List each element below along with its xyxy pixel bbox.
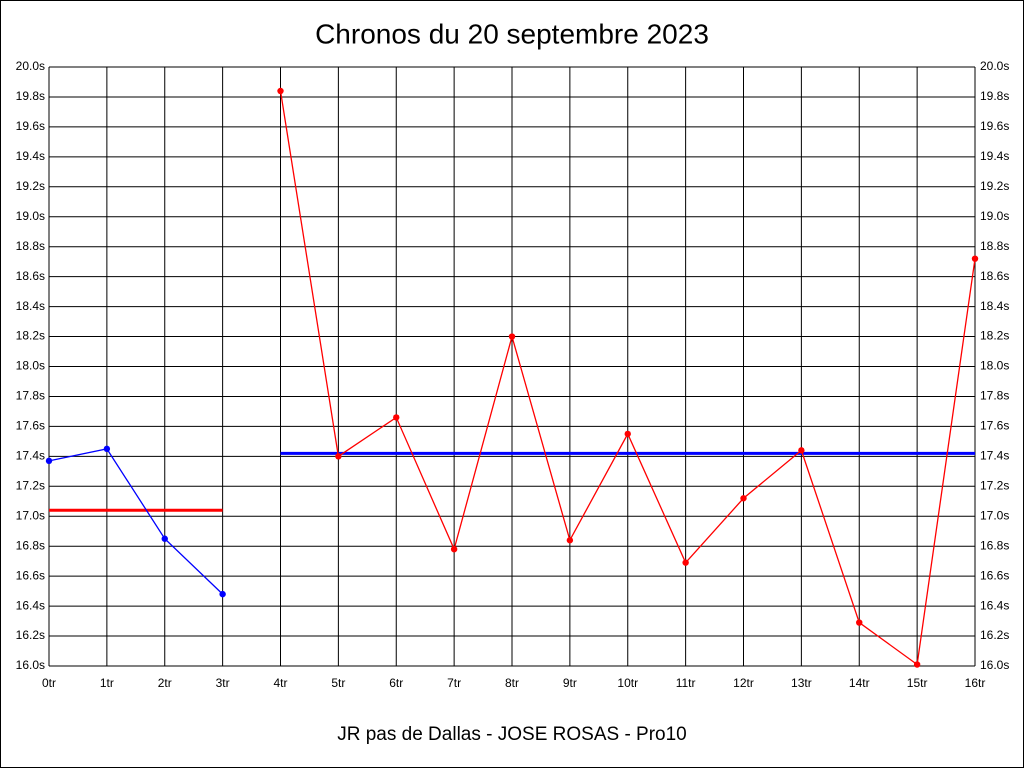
y2-tick-label: 18.2s — [980, 329, 1009, 343]
data-point — [450, 545, 458, 553]
data-point — [508, 333, 516, 340]
data-point — [566, 537, 574, 544]
y2-tick-label: 17.0s — [980, 508, 1009, 522]
y2-tick-label: 19.0s — [980, 209, 1009, 223]
y-tick-label: 18.6s — [16, 269, 45, 283]
y-tick-label: 18.2s — [16, 329, 45, 343]
x-tick-label: 7tr — [447, 676, 461, 690]
data-point — [624, 430, 631, 438]
x-tick-label: 2tr — [158, 676, 172, 690]
data-point — [682, 559, 689, 566]
y-tick-label: 17.4s — [16, 449, 45, 463]
y2-tick-label: 16.4s — [980, 598, 1009, 612]
data-point — [219, 590, 226, 598]
y2-tick-label: 18.8s — [980, 239, 1009, 253]
y-tick-label: 19.8s — [16, 89, 45, 103]
y-tick-label: 19.4s — [16, 149, 45, 163]
data-point — [798, 447, 805, 454]
y2-tick-label: 18.4s — [980, 299, 1009, 313]
y-tick-label: 18.0s — [16, 359, 45, 373]
x-tick-label: 3tr — [216, 676, 230, 690]
y2-tick-label: 16.0s — [980, 658, 1009, 672]
y2-tick-label: 17.6s — [980, 419, 1009, 433]
data-point — [45, 457, 53, 465]
y2-tick-label: 17.4s — [980, 449, 1009, 463]
data-point — [277, 87, 284, 95]
data-point — [335, 453, 342, 460]
y2-tick-label: 17.2s — [980, 478, 1009, 492]
x-tick-label: 8tr — [505, 676, 519, 690]
x-axis-title: JR pas de Dallas - JOSE ROSAS - Pro10 — [337, 724, 687, 745]
y2-tick-label: 16.6s — [980, 568, 1009, 582]
x-tick-label: 16tr — [965, 676, 986, 690]
y-tick-label: 19.0s — [16, 209, 45, 223]
series-line — [48, 448, 224, 595]
x-tick-label: 13tr — [791, 676, 812, 690]
y-tick-label: 19.6s — [16, 119, 45, 133]
y2-tick-label: 18.0s — [980, 359, 1009, 373]
data-point — [913, 661, 921, 668]
y2-tick-label: 17.8s — [980, 389, 1009, 403]
x-tick-label: 15tr — [907, 676, 928, 690]
x-tick-label: 1tr — [100, 676, 114, 690]
y2-tick-label: 18.6s — [980, 269, 1009, 283]
x-tick-label: 12tr — [733, 676, 754, 690]
y-tick-label: 17.2s — [16, 478, 45, 492]
y2-tick-label: 19.6s — [980, 119, 1009, 133]
x-tick-label: 11tr — [676, 676, 696, 690]
y-tick-label: 16.0s — [16, 658, 45, 672]
x-tick-label: 14tr — [849, 676, 870, 690]
y-tick-label: 18.4s — [16, 299, 45, 313]
y2-tick-label: 19.2s — [980, 179, 1009, 193]
y-tick-label: 16.2s — [16, 628, 45, 642]
y-tick-label: 16.4s — [16, 598, 45, 612]
x-tick-label: 6tr — [389, 676, 403, 690]
data-point — [971, 255, 979, 262]
chart-title: Chronos du 20 septembre 2023 — [315, 18, 709, 49]
y-tick-label: 20.0s — [16, 59, 45, 73]
y2-tick-label: 19.4s — [980, 149, 1009, 163]
y-tick-label: 17.6s — [16, 419, 45, 433]
y2-tick-label: 16.8s — [980, 538, 1009, 552]
y-tick-label: 17.0s — [16, 508, 45, 522]
x-tick-label: 9tr — [563, 676, 577, 690]
x-tick-label: 10tr — [617, 676, 638, 690]
y-tick-label: 19.2s — [16, 179, 45, 193]
y2-tick-label: 16.2s — [980, 628, 1009, 642]
y-tick-label: 17.8s — [16, 389, 45, 403]
data-point — [856, 619, 863, 626]
data-point — [740, 495, 747, 502]
y-tick-label: 18.8s — [16, 239, 45, 253]
data-point — [103, 445, 111, 453]
y-tick-label: 16.6s — [16, 568, 45, 582]
y2-tick-label: 20.0s — [980, 59, 1009, 73]
y-tick-label: 16.8s — [16, 538, 45, 552]
x-tick-label: 5tr — [331, 676, 345, 690]
y2-tick-label: 19.8s — [980, 89, 1009, 103]
data-point — [161, 535, 168, 542]
data-point — [393, 414, 400, 421]
x-tick-label: 4tr — [273, 676, 287, 690]
x-tick-label: 0tr — [42, 676, 56, 690]
